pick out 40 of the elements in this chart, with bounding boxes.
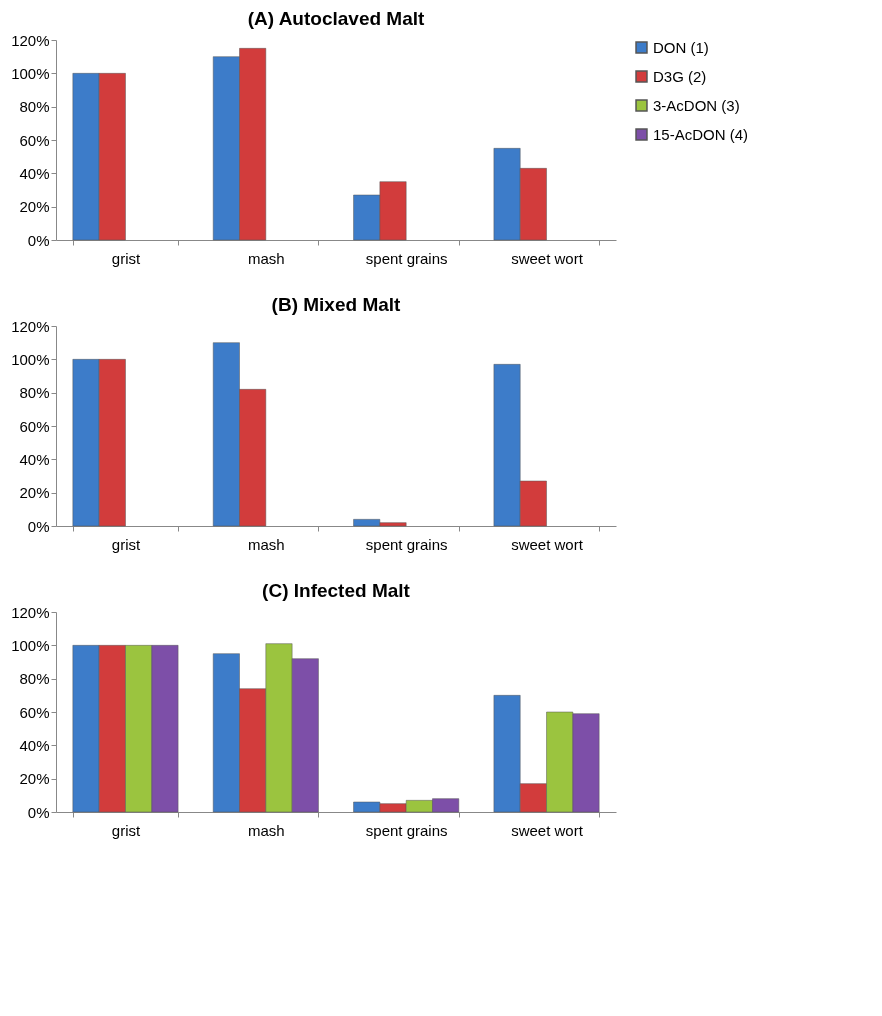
y-tick-label: 60% — [19, 703, 50, 721]
y-tick-label: 120% — [11, 317, 50, 335]
y-tick-label: 0% — [27, 517, 50, 535]
x-tick-label: sweet wort — [511, 821, 584, 839]
y-tick-label: 120% — [11, 603, 50, 621]
y-tick-label: 80% — [19, 670, 50, 688]
chart-title: (C) Infected Malt — [262, 580, 411, 601]
legend-label: D3G (2) — [653, 67, 707, 85]
x-tick-label: grist — [111, 535, 141, 553]
y-tick-label: 80% — [19, 384, 50, 402]
y-tick-label: 40% — [19, 736, 50, 754]
x-tick-label: mash — [247, 249, 285, 267]
y-tick-label: 100% — [11, 636, 50, 654]
legend-label: DON (1) — [653, 38, 709, 56]
x-tick-label: mash — [247, 821, 285, 839]
x-tick-label: grist — [111, 821, 141, 839]
y-tick-label: 20% — [19, 484, 50, 502]
chart-title: (A) Autoclaved Malt — [247, 8, 425, 29]
chart-title: (B) Mixed Malt — [271, 294, 402, 315]
y-tick-label: 100% — [11, 350, 50, 368]
y-tick-label: 60% — [19, 131, 50, 149]
y-tick-label: 20% — [19, 198, 50, 216]
y-tick-label: 0% — [27, 803, 50, 821]
x-tick-label: sweet wort — [511, 249, 584, 267]
x-tick-label: sweet wort — [511, 535, 584, 553]
x-tick-label: mash — [247, 535, 285, 553]
y-tick-label: 80% — [19, 98, 50, 116]
legend-label: 3-AcDON (3) — [653, 96, 740, 114]
y-tick-label: 120% — [11, 31, 50, 49]
y-tick-label: 40% — [19, 450, 50, 468]
x-tick-label: spent grains — [365, 249, 448, 267]
x-tick-label: spent grains — [365, 821, 448, 839]
y-tick-label: 60% — [19, 417, 50, 435]
y-tick-label: 40% — [19, 164, 50, 182]
x-tick-label: spent grains — [365, 535, 448, 553]
y-tick-label: 100% — [11, 64, 50, 82]
y-tick-label: 0% — [27, 231, 50, 249]
legend-label: 15-AcDON (4) — [653, 125, 749, 143]
y-tick-label: 20% — [19, 770, 50, 788]
x-tick-label: grist — [111, 249, 141, 267]
